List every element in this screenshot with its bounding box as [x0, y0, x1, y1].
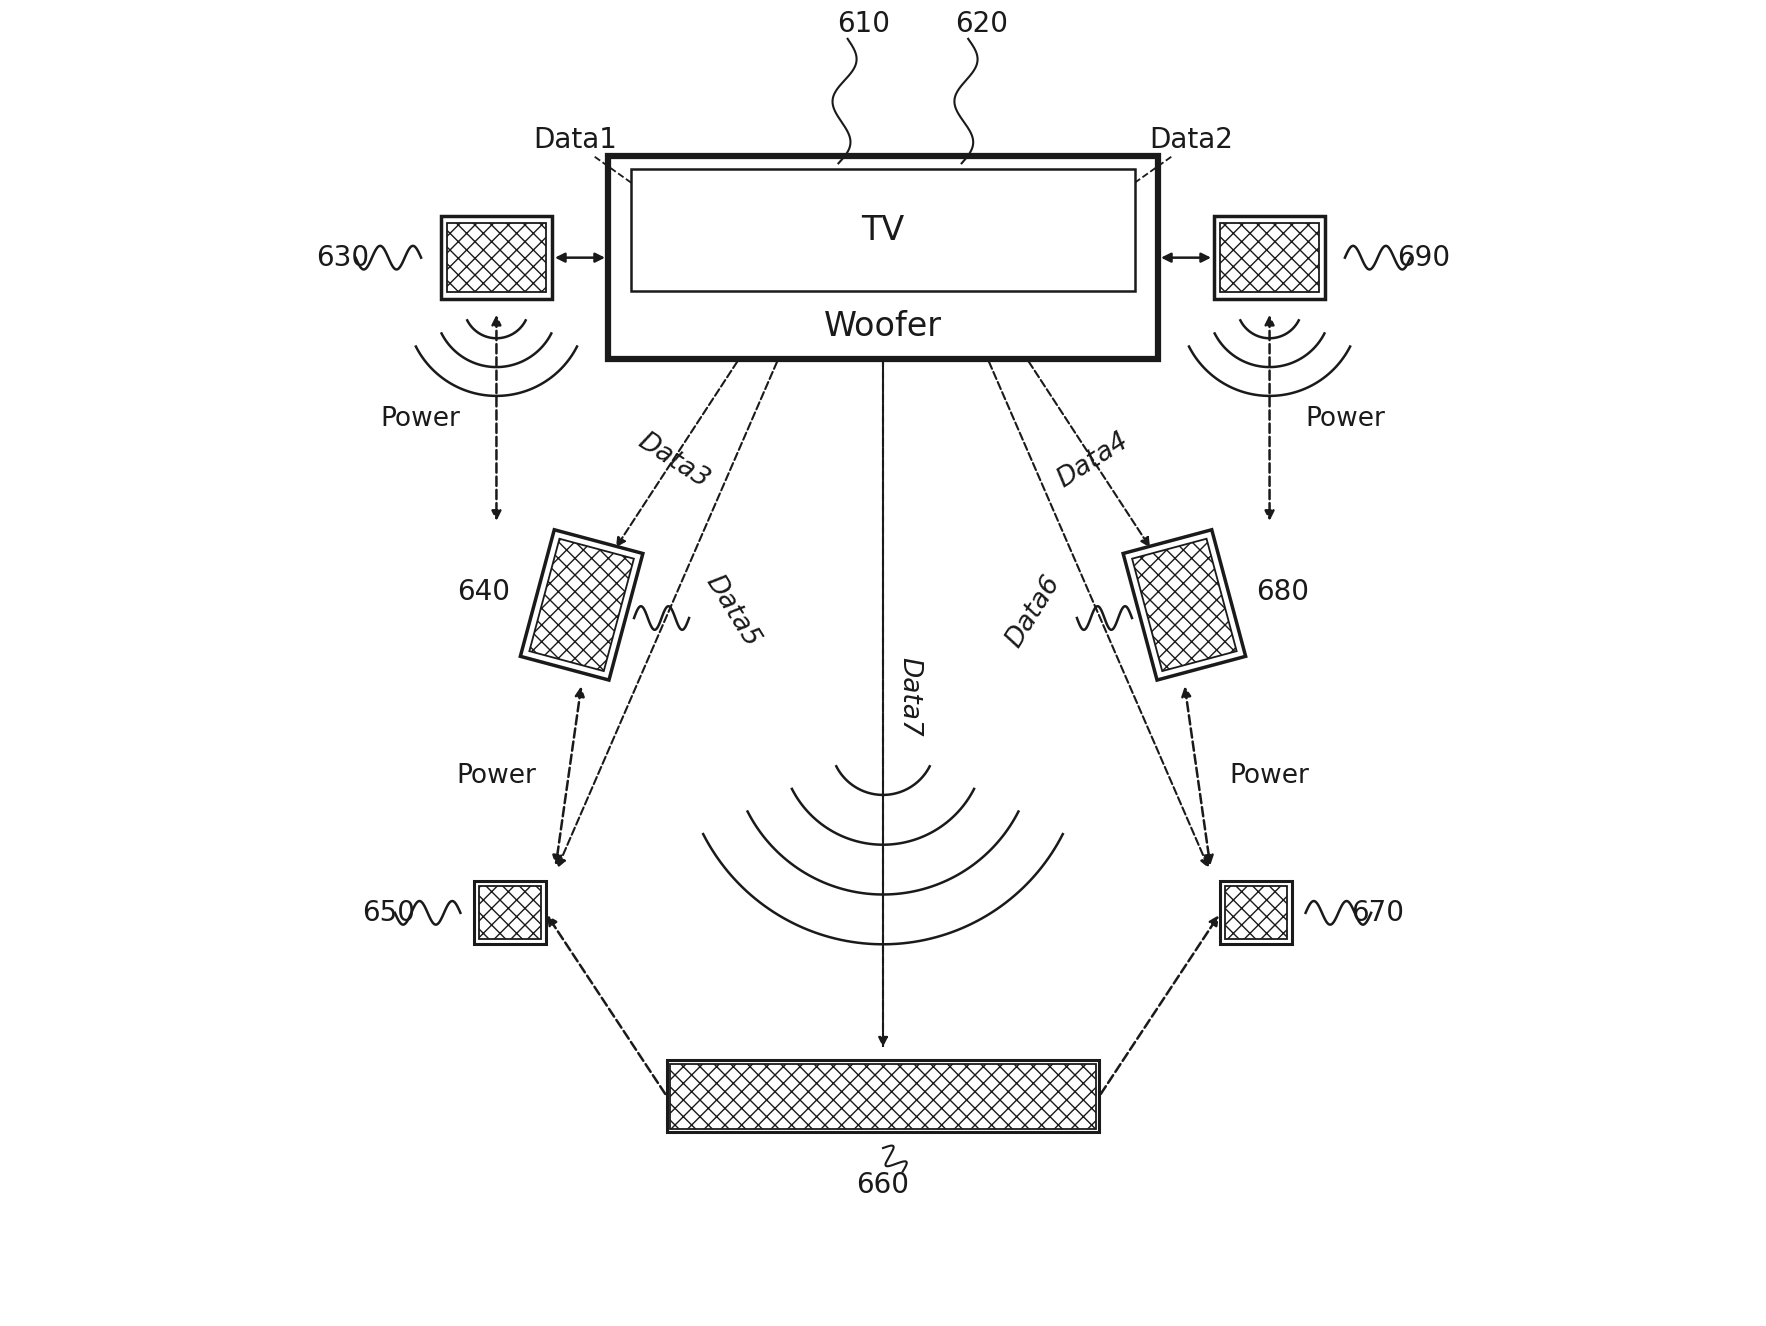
Text: 660: 660	[857, 1171, 909, 1199]
Bar	[671, 1063, 1095, 1128]
Text: 610: 610	[837, 11, 890, 38]
Text: 620: 620	[955, 11, 1008, 38]
Bar	[1226, 886, 1287, 939]
Text: Power: Power	[1305, 406, 1386, 432]
Bar	[473, 882, 546, 944]
Bar	[442, 216, 553, 298]
Text: Power: Power	[1229, 762, 1310, 789]
Text: Data7: Data7	[895, 656, 922, 736]
Text: 630: 630	[316, 244, 369, 272]
Text: 670: 670	[1351, 899, 1404, 927]
Bar	[1132, 538, 1236, 671]
Bar	[668, 1061, 1098, 1132]
Text: Data5: Data5	[699, 570, 765, 652]
Text: Data6: Data6	[1001, 570, 1067, 652]
Text: Woofer: Woofer	[825, 310, 941, 343]
Text: Data1: Data1	[533, 126, 616, 154]
Bar	[479, 886, 540, 939]
Text: TV: TV	[862, 213, 904, 247]
Text: Power: Power	[456, 762, 537, 789]
Bar	[632, 170, 1134, 292]
Text: Data4: Data4	[1053, 428, 1134, 493]
Bar	[530, 538, 634, 671]
Bar	[1220, 882, 1293, 944]
Text: 680: 680	[1256, 578, 1309, 606]
Text: Data3: Data3	[632, 428, 713, 493]
Text: 650: 650	[362, 899, 415, 927]
Text: 640: 640	[457, 578, 510, 606]
Bar	[1220, 223, 1319, 292]
Bar	[447, 223, 546, 292]
Text: 690: 690	[1397, 244, 1450, 272]
Bar	[521, 530, 643, 680]
Bar	[608, 156, 1158, 359]
Bar	[1213, 216, 1324, 298]
Text: Data2: Data2	[1150, 126, 1233, 154]
Bar	[1123, 530, 1245, 680]
Text: Power: Power	[380, 406, 461, 432]
